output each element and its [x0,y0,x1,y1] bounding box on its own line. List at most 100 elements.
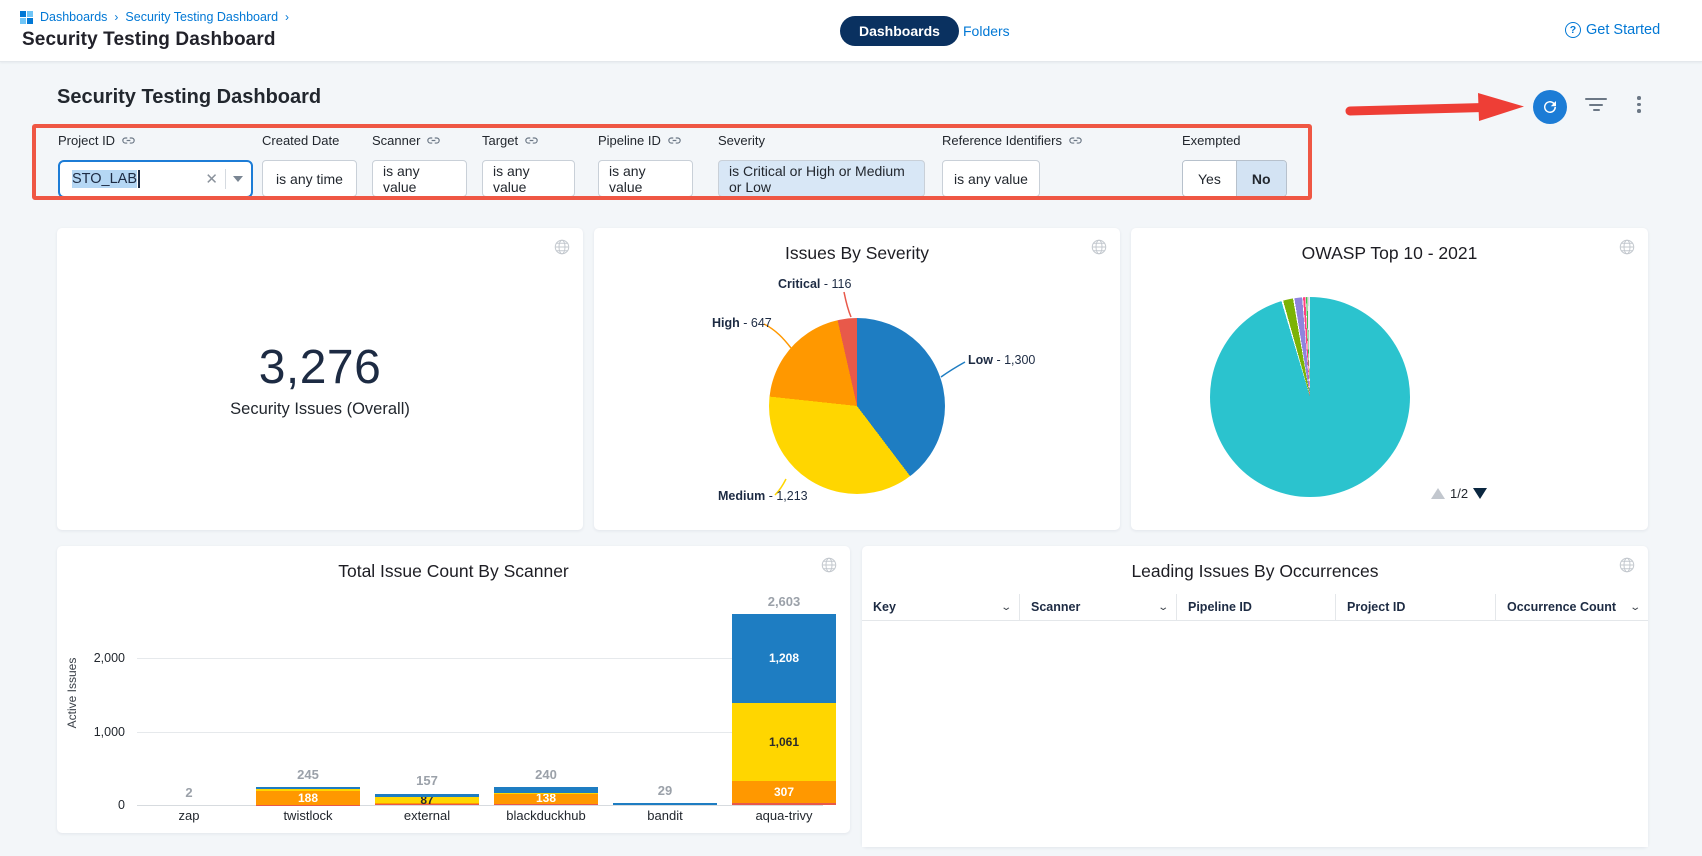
bar-aqua-trivy[interactable]: 307 1,061 1,208 [732,613,836,805]
bar-segment-low[interactable] [494,787,598,793]
overall-label: Security Issues (Overall) [230,400,410,418]
dashboard-filters-icon[interactable] [1584,98,1608,116]
column-label: Scanner [1031,600,1081,614]
pie-callout-low: Low - 1,300 [968,353,1036,367]
bar-twistlock[interactable]: 188 [256,787,360,805]
globe-icon[interactable] [1090,238,1108,256]
bar-bandit[interactable] [613,802,717,805]
reference-identifiers-value[interactable]: is any value [942,160,1040,197]
refresh-icon [1544,101,1556,114]
text-cursor [138,170,140,188]
bar-total-label: 245 [297,767,319,783]
globe-icon[interactable] [1618,238,1636,256]
card-owasp-top10: OWASP Top 10 - 2021 1/2 [1131,228,1648,530]
filter-created-date: Created Date is any time [262,131,357,197]
more-options-icon[interactable] [1632,96,1646,118]
tab-folders[interactable]: Folders [963,23,1010,39]
scanner-value[interactable]: is any value [372,160,467,197]
owasp-pie-chart[interactable] [1210,297,1410,497]
bar-segment-low[interactable]: 1,208 [732,613,836,703]
bar-segment-high[interactable]: 138 [494,792,598,804]
get-started-link[interactable]: ? Get Started [1565,22,1660,38]
gridline [137,805,823,806]
filter-reference-identifiers: Reference Identifiers is any value [942,131,1083,197]
card-leading-issues-by-occurrences: Leading Issues By Occurrences Key ⌄ Scanne… [862,546,1648,847]
sort-caret-icon[interactable]: ⌄ [999,601,1012,613]
bar-segment-low[interactable] [375,793,479,797]
chevron-right-icon: › [114,10,119,24]
filter-target: Target is any value [482,131,575,197]
table-body-empty [862,621,1648,847]
bar-segment-medium[interactable] [494,792,598,794]
bar-segment-critical[interactable] [732,803,836,805]
y-tick-label: 0 [118,798,125,812]
column-header-scanner[interactable]: Scanner ⌄ [1019,594,1176,620]
bar-segment-high[interactable] [375,802,479,805]
bar-total-label: 240 [535,767,557,783]
breadcrumb-current-dashboard[interactable]: Security Testing Dashboard [125,10,279,24]
bar-category-label: aqua-trivy [755,808,813,823]
globe-icon[interactable] [1618,556,1636,574]
filter-pipeline-id: Pipeline ID is any value [598,131,693,197]
page-up-icon[interactable] [1431,488,1445,499]
overall-count: 3,276 [258,341,382,394]
dropdown-caret-icon[interactable] [233,176,243,182]
tab-dashboards[interactable]: Dashboards [840,16,959,46]
card-title: Leading Issues By Occurrences [1131,561,1379,581]
bar-blackduckhub[interactable]: 138 [494,787,598,805]
column-header-occurrence-count[interactable]: Occurrence Count ⌄ [1495,594,1648,620]
page-title: Security Testing Dashboard [22,29,276,50]
refresh-button[interactable] [1533,90,1567,124]
table-header: Key ⌄ Scanner ⌄ Pipeline ID Project ID Occurre… [862,594,1648,621]
exempted-no-button[interactable]: No [1235,161,1286,196]
bar-total-label: 29 [657,782,673,798]
globe-icon[interactable] [820,556,838,574]
dashboards-grid-icon [20,10,33,24]
column-label: Pipeline ID [1188,600,1252,614]
bar-total-label: 157 [416,773,438,789]
page-down-icon[interactable] [1473,488,1488,499]
bar-external[interactable]: 87 [375,792,479,807]
annotation-arrow [1345,93,1524,121]
severity-pie-chart[interactable] [769,318,945,494]
pie-callout-high: High - 647 [712,316,772,330]
globe-icon[interactable] [553,238,571,256]
bar-segment-critical[interactable] [494,803,598,805]
app-header: Dashboards › Security Testing Dashboard … [0,0,1702,62]
y-tick-label: 2,000 [93,651,125,666]
breadcrumb-dashboards[interactable]: Dashboards [40,10,108,24]
page-indicator: 1/2 [1450,486,1469,501]
dashboard-title: Security Testing Dashboard [57,86,322,108]
column-label: Project ID [1347,600,1406,614]
exempted-yes-button[interactable]: Yes [1183,161,1236,196]
breadcrumb: Dashboards › Security Testing Dashboard … [20,10,289,24]
card-title: Issues By Severity [785,243,929,263]
bar-segment-high[interactable]: 307 [732,780,836,804]
severity-value[interactable]: is Critical or High or Medium or Low [718,160,925,197]
link-icon [1069,136,1082,144]
bar-segment-medium[interactable]: 87 [375,792,479,807]
bar-total-label: 2 [185,784,193,800]
sort-caret-icon[interactable]: ⌄ [1628,601,1641,613]
clear-icon[interactable]: ✕ [205,171,218,188]
bar-segment-high[interactable]: 188 [256,790,360,805]
bar-segment-low[interactable] [256,787,360,789]
target-value[interactable]: is any value [482,160,575,197]
card-title: OWASP Top 10 - 2021 [1301,243,1478,263]
bar-segment-critical[interactable] [375,804,479,805]
project-id-input[interactable]: STO_LAB ✕ [58,160,253,198]
bar-segment-medium[interactable] [256,788,360,791]
bar-total-label: 2,603 [767,593,801,609]
bar-segment-medium[interactable]: 1,061 [732,702,836,781]
bar-segment-label: 87 [420,792,434,807]
pipeline-id-value[interactable]: is any value [598,160,693,197]
created-date-value[interactable]: is any time [262,160,357,197]
column-header-key[interactable]: Key ⌄ [862,594,1019,620]
sort-caret-icon[interactable]: ⌄ [1156,601,1169,613]
bar-segment-low[interactable] [613,802,717,805]
filter-label: Project ID [58,132,116,148]
y-tick-label: 1,000 [93,724,125,739]
card-issues-by-severity: Issues By Severity Low - 1,300 Medium - 1… [594,228,1120,530]
column-label: Key [873,600,896,614]
exempted-toggle: Yes No [1182,160,1287,197]
